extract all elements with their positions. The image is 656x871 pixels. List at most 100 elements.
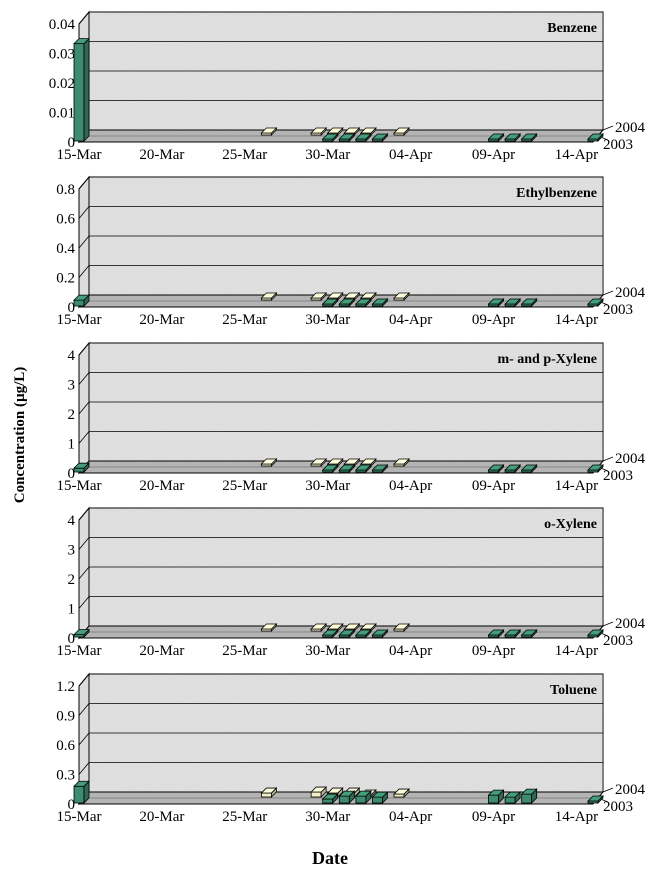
bar-2003 (587, 464, 604, 473)
x-tick-label: 14-Apr (555, 809, 598, 825)
y-tick-label: 0.04 (49, 17, 76, 33)
panel-2: 0 1 2 3 4 m- and p-Xylene 15-Mar 20-Mar 25-Mar 30… (57, 341, 646, 494)
y-tick-label: 0 (68, 797, 76, 813)
bar-top (487, 629, 505, 636)
bar-top (260, 127, 278, 134)
bar-top (321, 133, 339, 140)
bar-2003 (487, 298, 505, 307)
x-tick-label: 30-Mar (305, 312, 350, 328)
x-tick-label: 15-Mar (57, 312, 102, 328)
bar-2003 (321, 464, 339, 473)
x-tick-label: 14-Apr (555, 643, 598, 659)
bar-top (326, 127, 344, 134)
bar-top (587, 298, 604, 305)
gridline-side (78, 596, 90, 609)
bar-2003 (520, 298, 538, 307)
bar-top (371, 298, 389, 305)
bar-top (310, 786, 328, 793)
bar-front (504, 796, 516, 804)
x-tick-label: 04-Apr (389, 809, 432, 825)
y-tick-label: 0.3 (56, 768, 75, 784)
gridline-side (78, 206, 90, 219)
bar-top (359, 292, 377, 299)
bar-top (487, 789, 505, 796)
bar-front (260, 792, 272, 798)
gridline-side (78, 401, 90, 415)
panel-4: 0 0.3 0.6 0.9 1.2 Toluene 15-Mar 20-Mar 25-Mar 30… (56, 672, 646, 825)
x-tick-label: 04-Apr (389, 643, 432, 659)
y-tick-label: 0 (68, 300, 76, 316)
x-tick-label: 30-Mar (305, 809, 350, 825)
bar-2003 (338, 298, 356, 307)
depth-tick (602, 621, 614, 627)
bar-top (520, 629, 538, 636)
panel-title: Toluene (550, 683, 597, 698)
bar-top (338, 629, 356, 636)
y-tick-label: 0.02 (49, 76, 75, 92)
bar-2003 (73, 37, 90, 142)
bar-2003 (371, 464, 389, 473)
bar-front (310, 791, 322, 798)
bar-2003 (504, 133, 522, 142)
bar-top (260, 623, 278, 630)
y-tick-label: 3 (68, 543, 76, 559)
x-tick-label: 25-Mar (222, 312, 267, 328)
x-tick-label: 15-Mar (57, 478, 102, 494)
bar-2003 (354, 133, 372, 142)
bar-2003 (321, 133, 339, 142)
bar-2004 (310, 786, 328, 798)
bar-front (521, 793, 533, 804)
bar-2004 (310, 292, 328, 301)
gridline-side (78, 732, 90, 746)
x-tick-label: 20-Mar (139, 643, 184, 659)
bar-top (359, 623, 377, 630)
y-tick-label: 2 (68, 572, 76, 588)
bar-front (73, 467, 85, 473)
bar-top (354, 298, 372, 305)
bar-2004 (310, 127, 328, 136)
bar-top (487, 298, 505, 305)
bar-2003 (504, 629, 522, 638)
bar-front (73, 299, 85, 307)
y-tick-label: 0 (68, 135, 76, 151)
bar-front (322, 798, 334, 804)
gridline-side (78, 507, 90, 521)
bar-front (372, 796, 383, 804)
x-tick-label: 09-Apr (472, 312, 515, 328)
bar-top (587, 133, 604, 140)
bar-2003 (520, 133, 538, 142)
depth-tick (602, 456, 614, 462)
bar-top (73, 462, 90, 469)
bar-2004 (310, 458, 328, 467)
bar-2003 (338, 629, 356, 638)
panel-title: m- and p-Xylene (497, 352, 597, 367)
bar-front (488, 794, 499, 804)
gridline-side (78, 762, 90, 775)
y-tick-label: 4 (68, 513, 76, 529)
x-tick-label: 14-Apr (555, 312, 598, 328)
bar-2003 (520, 464, 538, 473)
bar-top (321, 464, 339, 471)
bar-2004 (260, 458, 278, 467)
bar-2003 (354, 790, 372, 804)
y-tick-label: 0 (68, 631, 76, 647)
bar-2003 (587, 298, 604, 307)
bar-top (393, 292, 410, 299)
bar-top (310, 292, 328, 299)
bar-top (343, 623, 361, 630)
bar-top (393, 127, 410, 134)
bar-2004 (260, 623, 278, 632)
bar-top (343, 458, 361, 465)
bar-top (587, 464, 604, 471)
x-tick-label: 20-Mar (139, 312, 184, 328)
bar-top (587, 629, 604, 636)
bar-top (321, 793, 339, 800)
bar-top (321, 629, 339, 636)
bar-top (321, 298, 339, 305)
bar-top (504, 464, 522, 471)
gridline-side (78, 537, 90, 550)
bar-top (260, 292, 278, 299)
bar-2003 (587, 629, 604, 638)
gridline-side (78, 11, 90, 25)
